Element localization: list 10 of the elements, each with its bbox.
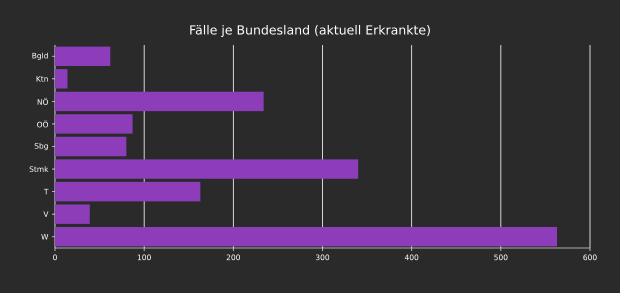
bar bbox=[55, 136, 126, 156]
chart-title: Fälle je Bundesland (aktuell Erkrankte) bbox=[190, 24, 430, 38]
bar bbox=[55, 182, 200, 202]
bar bbox=[55, 227, 558, 246]
bar bbox=[55, 114, 133, 134]
bar bbox=[55, 159, 358, 179]
bar bbox=[55, 46, 110, 66]
bar bbox=[55, 69, 68, 89]
bar bbox=[55, 92, 264, 112]
bar bbox=[55, 204, 90, 224]
